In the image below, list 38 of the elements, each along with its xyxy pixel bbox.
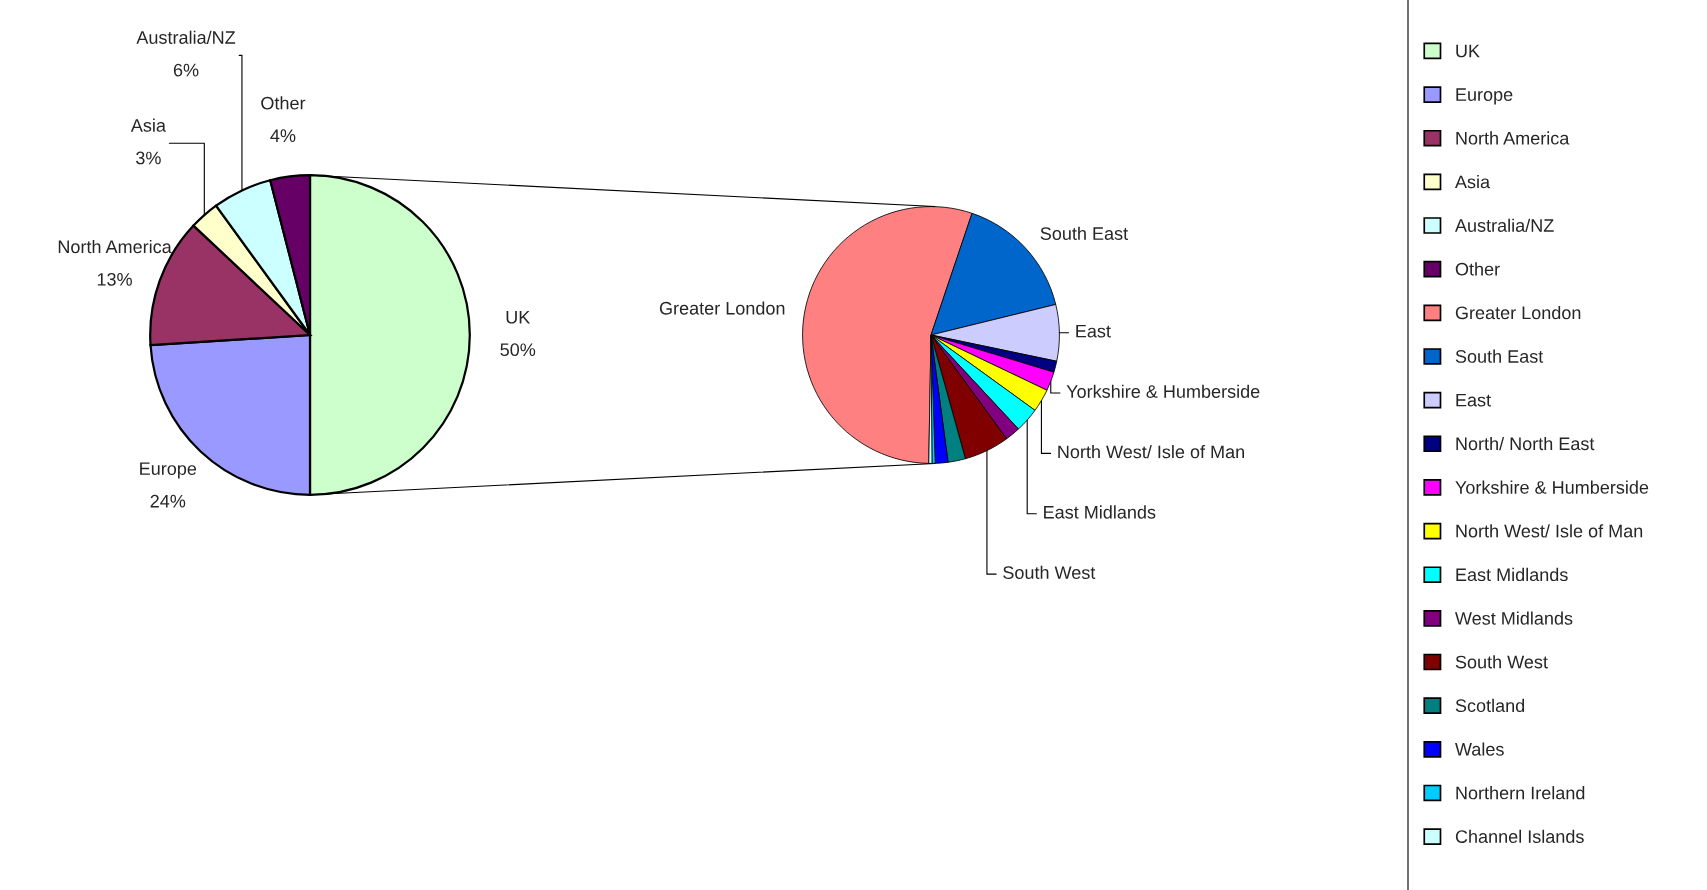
category-label: Other [261, 96, 306, 110]
legend-label: Scotland [1455, 698, 1525, 713]
data-label: 24% [150, 494, 186, 508]
data-label: South East [1040, 226, 1128, 240]
legend-label: Yorkshire & Humberside [1455, 480, 1649, 494]
slice-label: Australia/NZ [136, 30, 236, 44]
legend-label: Asia [1454, 175, 1491, 189]
slice-label: UK [506, 310, 531, 324]
legend-label: North/ North East [1456, 436, 1595, 451]
data-label: 4% [270, 129, 296, 143]
data-label: 3% [136, 151, 161, 165]
legend-label: Australia/NZ [1454, 218, 1554, 232]
legend-label: Channel Islands [1455, 829, 1584, 844]
legend-label: Greater London [1455, 305, 1581, 320]
legend-label: West Midlands [1455, 611, 1573, 625]
data-label: Yorkshire & Humberside [1066, 384, 1260, 398]
data-label: East [1076, 324, 1111, 338]
legend-label: Other [1455, 262, 1500, 276]
data-label: North West/ Isle of Man [1058, 445, 1244, 459]
legend-label: South East [1455, 349, 1544, 363]
legend-label: Northern Ireland [1456, 786, 1585, 800]
legend-label: East [1456, 393, 1491, 407]
legend-label: North West/ Isle of Man [1456, 524, 1643, 538]
data-label: South West [1003, 565, 1096, 579]
legend-label: East Midlands [1456, 567, 1568, 582]
legend-label: South West [1455, 655, 1548, 669]
slice-label: North America [58, 239, 172, 254]
legend-label: UK [1456, 44, 1480, 58]
legend-label: North America [1456, 131, 1570, 145]
legend-label: Europe [1456, 88, 1513, 105]
data-label: Greater London [659, 301, 785, 315]
data-label: East Midlands [1044, 505, 1156, 519]
legend-label: Wales [1455, 742, 1504, 756]
data-label: 50% [500, 343, 536, 357]
data-label: 6% [173, 63, 199, 77]
slice-label: Europe [140, 462, 197, 479]
slice-label: Asia [130, 118, 166, 132]
data-label: 13% [97, 272, 132, 286]
